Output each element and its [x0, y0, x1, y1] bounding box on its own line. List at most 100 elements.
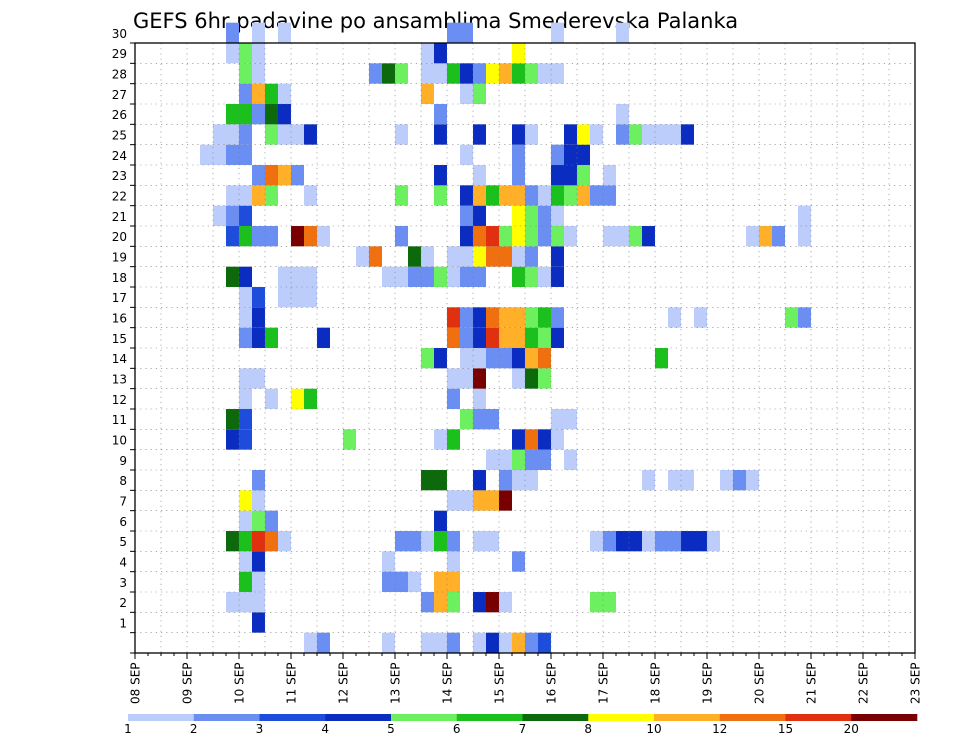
heatmap-cell	[798, 307, 811, 328]
heatmap-cell	[382, 551, 395, 572]
legend-swatch	[785, 714, 852, 721]
heatmap-cell	[252, 470, 265, 491]
heatmap-cell	[538, 327, 551, 348]
heatmap-cell	[551, 409, 564, 430]
heatmap-cell	[447, 307, 460, 328]
y-tick-label: 8	[119, 474, 127, 488]
y-tick-label: 1	[119, 617, 127, 631]
heatmap-cell	[382, 63, 395, 84]
heatmap-cell	[512, 246, 525, 267]
heatmap-cell	[564, 226, 577, 247]
heatmap-cell	[239, 510, 252, 531]
heatmap-cell	[512, 551, 525, 572]
y-tick-label: 25	[112, 129, 127, 143]
heatmap-cell	[512, 43, 525, 64]
heatmap-cell	[395, 226, 408, 247]
heatmap-cell	[382, 571, 395, 592]
heatmap-cell	[473, 266, 486, 287]
heatmap-cell	[239, 63, 252, 84]
x-tick-label: 22 SEP	[857, 662, 871, 704]
heatmap-cell	[759, 226, 772, 247]
heatmap-cell	[642, 226, 655, 247]
y-tick-label: 11	[112, 413, 127, 427]
heatmap-cell	[447, 592, 460, 613]
heatmap-cell	[239, 388, 252, 409]
heatmap-cell	[473, 63, 486, 84]
heatmap-cell	[499, 307, 512, 328]
heatmap-cell	[525, 632, 538, 653]
heatmap-cell	[629, 226, 642, 247]
y-tick-label: 20	[112, 230, 127, 244]
heatmap-cell	[213, 205, 226, 226]
heatmap-cell	[551, 226, 564, 247]
heatmap-cell	[473, 205, 486, 226]
heatmap-cell	[564, 144, 577, 165]
legend-tick-label: 4	[321, 722, 329, 736]
heatmap-cell	[278, 22, 291, 43]
heatmap-cell	[304, 226, 317, 247]
heatmap-cell	[304, 632, 317, 653]
heatmap-cell	[564, 409, 577, 430]
heatmap-cell	[460, 327, 473, 348]
y-tick-label: 3	[119, 576, 127, 590]
heatmap-cell	[564, 124, 577, 145]
heatmap-cell	[486, 185, 499, 206]
heatmap-cell	[421, 531, 434, 552]
heatmap-cell	[473, 490, 486, 511]
heatmap-cell	[447, 632, 460, 653]
heatmap-cell	[278, 165, 291, 186]
heatmap-cell	[278, 287, 291, 308]
heatmap-cell	[447, 490, 460, 511]
heatmap-cell	[460, 226, 473, 247]
heatmap-cell	[239, 531, 252, 552]
y-tick-label: 27	[112, 88, 127, 102]
heatmap-cell	[226, 144, 239, 165]
heatmap-cell	[473, 409, 486, 430]
heatmap-cell	[395, 185, 408, 206]
heatmap-cell	[252, 612, 265, 633]
heatmap-cell	[486, 348, 499, 369]
heatmap-cell	[460, 63, 473, 84]
heatmap-cell	[707, 531, 720, 552]
heatmap-cell	[486, 632, 499, 653]
heatmap-cell	[538, 632, 551, 653]
legend-swatch	[128, 714, 195, 721]
heatmap-cell	[499, 327, 512, 348]
heatmap-cell	[473, 368, 486, 389]
legend-swatch	[456, 714, 523, 721]
heatmap-cell	[369, 246, 382, 267]
heatmap-cell	[226, 185, 239, 206]
heatmap-cell	[252, 287, 265, 308]
heatmap-cell	[486, 327, 499, 348]
heatmap-cell	[473, 348, 486, 369]
heatmap-cell	[512, 266, 525, 287]
x-tick-label: 13 SEP	[389, 662, 403, 704]
heatmap-cell	[304, 388, 317, 409]
heatmap-cell	[655, 348, 668, 369]
y-tick-label: 30	[112, 27, 127, 41]
heatmap-cell	[226, 429, 239, 450]
heatmap-cell	[265, 327, 278, 348]
heatmap-cell	[551, 165, 564, 186]
heatmap-cell	[499, 490, 512, 511]
heatmap-cell	[395, 266, 408, 287]
heatmap-cell	[343, 429, 356, 450]
heatmap-cell	[525, 63, 538, 84]
heatmap-cell	[395, 531, 408, 552]
heatmap-cell	[239, 226, 252, 247]
heatmap-cell	[252, 43, 265, 64]
heatmap-cell	[252, 226, 265, 247]
x-tick-label: 10 SEP	[233, 662, 247, 704]
heatmap-cell	[226, 409, 239, 430]
y-axis-tick-labels: 1234567891011121314151617181920212223242…	[112, 27, 127, 631]
heatmap-cell	[499, 63, 512, 84]
legend-swatch	[522, 714, 589, 721]
heatmap-cell	[226, 205, 239, 226]
heatmap-cell	[291, 165, 304, 186]
chart-title: GEFS 6hr padavine po ansamblima Smederev…	[133, 9, 738, 33]
heatmap-cell	[265, 185, 278, 206]
legend-tick-label: 8	[584, 722, 592, 736]
heatmap-cell	[525, 266, 538, 287]
heatmap-cell	[525, 348, 538, 369]
heatmap-cell	[226, 104, 239, 125]
